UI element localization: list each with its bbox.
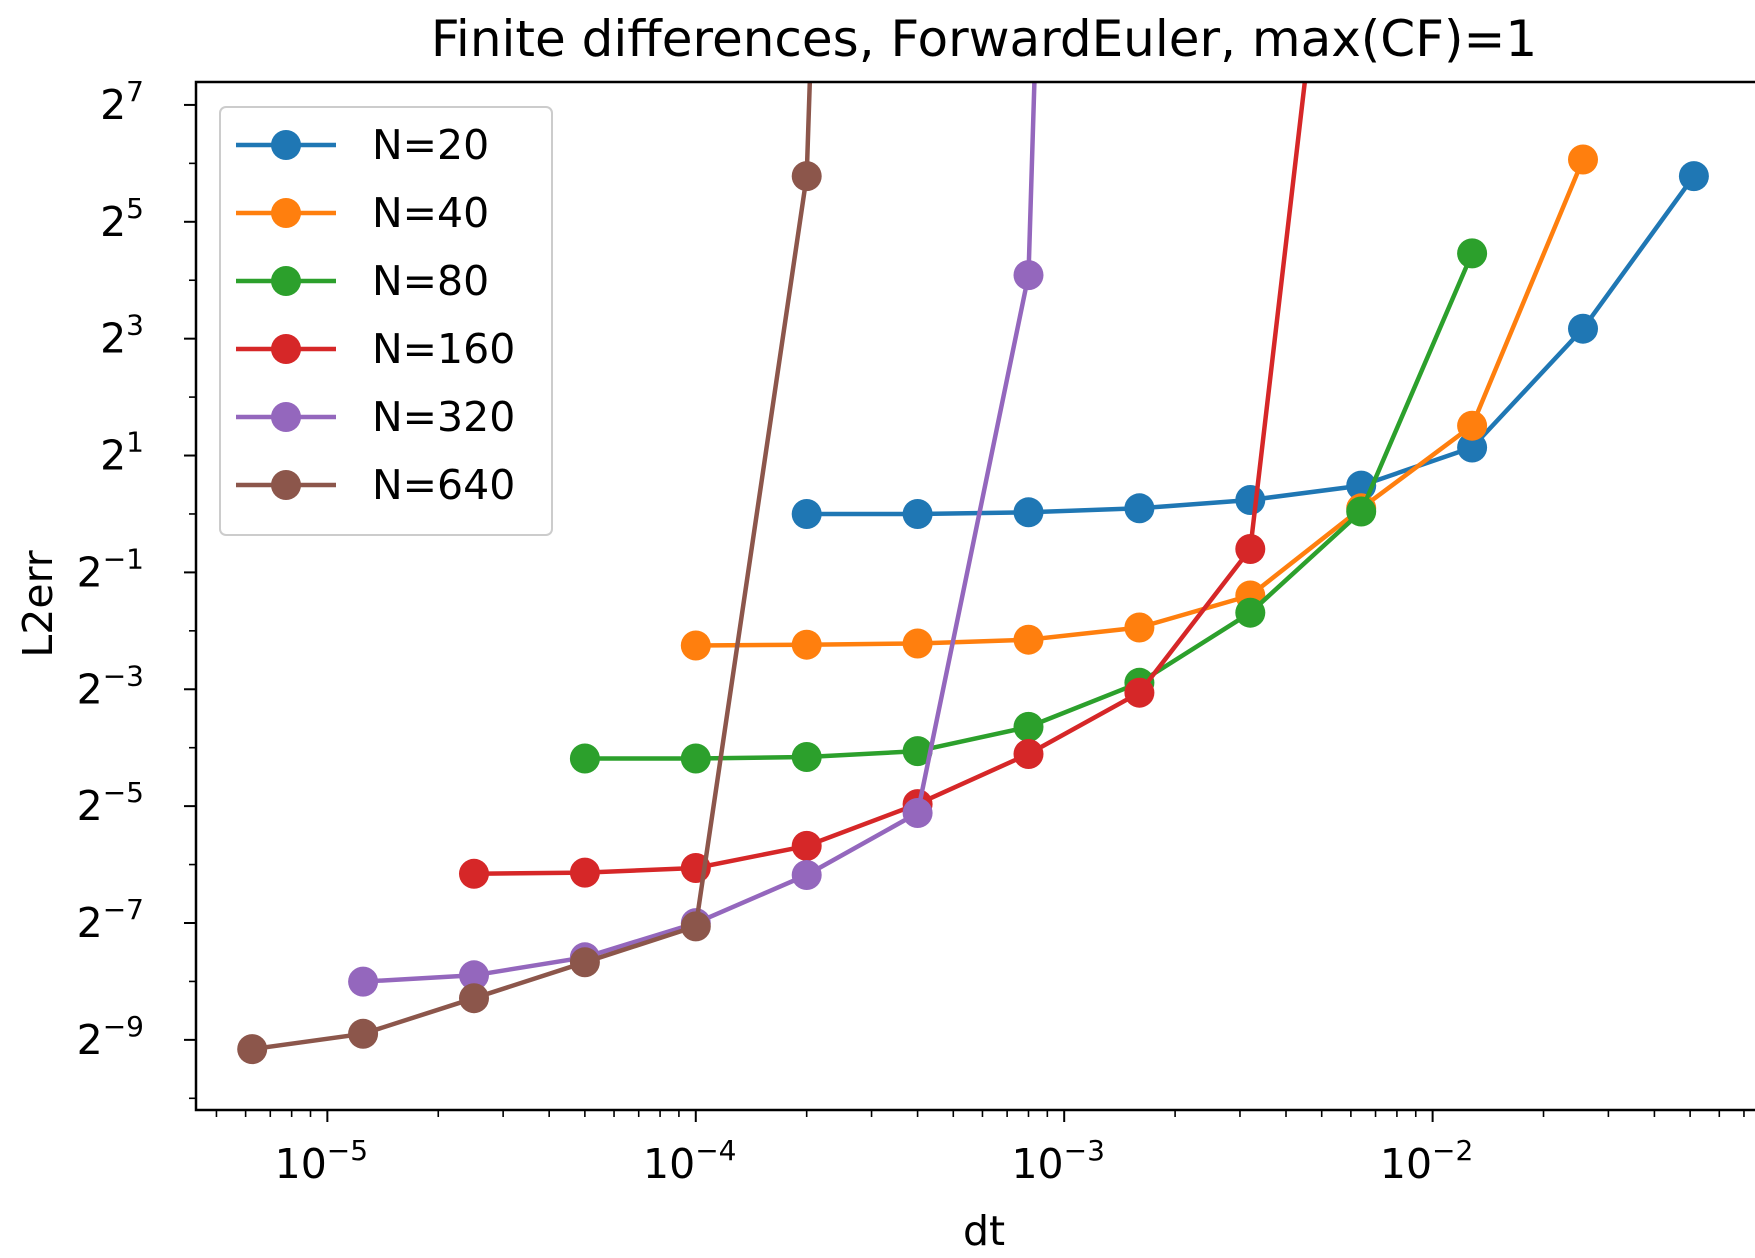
data-point [680,911,711,942]
plot-layer [237,82,1709,1065]
x-tick-label: 10−3 [1011,1134,1104,1188]
legend-entry: N=40 [236,189,489,237]
data-point [902,499,933,529]
data-point [791,830,822,861]
data-point [569,947,600,978]
legend-marker [271,130,301,160]
legend-marker [271,470,301,500]
data-point [1013,739,1044,769]
y-tick-label: 2−5 [77,776,144,830]
data-point [1235,534,1266,564]
axes-frame [194,80,1755,1112]
legend-entry: N=20 [236,121,489,169]
y-tick-label: 2−9 [77,1010,144,1064]
data-point [1013,260,1044,291]
data-point [1568,144,1598,175]
data-point [791,161,822,192]
series-N=20 [791,161,1709,529]
series-line [362,82,1037,984]
legend-marker [271,402,301,432]
y-tick-label: 27 [100,75,144,129]
data-point [569,743,600,774]
data-point [348,1018,379,1049]
data-point [902,736,933,767]
y-axis-label: L2err [14,550,62,657]
data-point [1235,485,1266,515]
data-point [1457,432,1488,463]
data-point [459,858,489,889]
data-point [791,860,822,890]
legend-marker [271,334,301,364]
data-point [791,742,822,772]
legend-label: N=20 [372,121,489,169]
legend-label: N=320 [372,393,515,441]
legend-label: N=640 [372,461,515,509]
data-point [1457,410,1488,441]
data-point [791,629,822,660]
legend-label: N=80 [372,257,489,305]
legend-entry: N=80 [236,257,489,305]
y-tick-label: 23 [100,309,144,363]
chart-title: Finite differences, ForwardEuler, max(CF… [431,10,1537,68]
data-point [1013,624,1044,655]
y-tick-label: 2−7 [77,893,144,947]
y-tick-label: 2−3 [77,659,144,713]
series-line [806,174,1696,517]
legend-entry: N=640 [236,461,515,509]
data-point [1678,161,1709,192]
data-point [1013,497,1044,528]
data-point [237,1034,268,1065]
y-tick-label: 2−1 [77,542,144,596]
data-point [569,857,600,888]
series-N=40 [680,144,1598,661]
series-N=80 [569,238,1488,774]
data-point [348,966,379,997]
data-point [1235,597,1266,628]
data-point [902,628,933,659]
legend-marker [271,198,301,228]
x-axis-label: dt [963,1207,1005,1253]
data-point [1346,496,1377,527]
legend-label: N=160 [372,325,515,373]
series-N=640 [237,82,822,1065]
data-point [1013,711,1044,742]
legend-entry: N=160 [236,325,515,373]
legend-layer: N=20 N=40 N=80 N=160 N=320 N=640 [219,106,553,536]
data-point [680,743,711,774]
data-point [902,798,933,828]
data-point [1124,677,1155,708]
data-point [459,960,489,991]
data-point [1124,493,1155,524]
data-point [1457,238,1488,269]
y-tick-label: 25 [100,192,144,246]
series-line [695,158,1586,648]
axes-layer: 10−5 10−4 10−3 10−2 2−9 2−7 2−5 2−3 2−1 21 23 25 27 [77,75,1755,1188]
data-point [791,499,822,529]
data-point [680,630,711,661]
data-point [1568,313,1598,344]
y-tick-label: 21 [100,426,144,480]
legend-entry: N=320 [236,393,515,441]
legend-marker [271,266,301,296]
x-tick-label: 10−5 [275,1134,368,1188]
data-point [459,983,489,1014]
x-tick-label: 10−2 [1380,1134,1473,1188]
legend-label: N=40 [372,189,489,237]
x-tick-label: 10−4 [643,1134,736,1188]
data-point [1124,612,1155,643]
